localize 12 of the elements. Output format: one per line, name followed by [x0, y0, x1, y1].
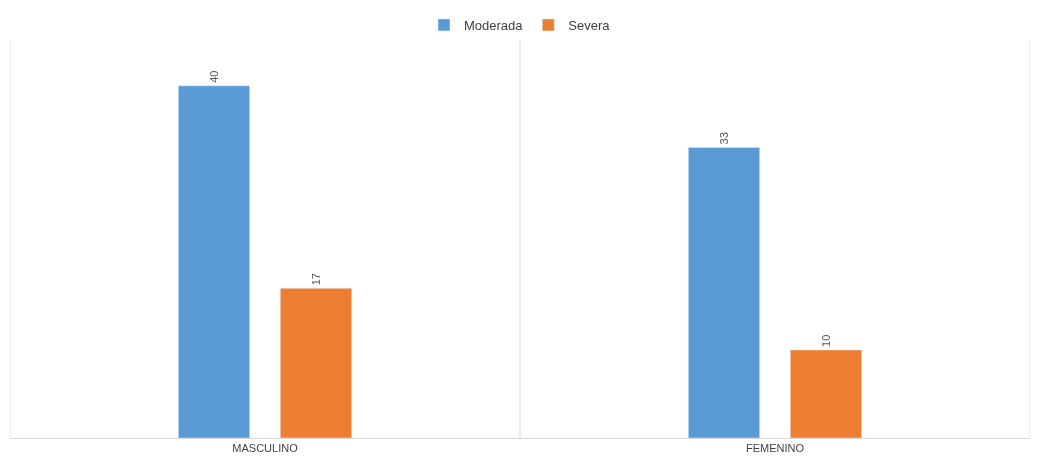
data-label: 17 [310, 273, 322, 286]
legend-label: Moderada [464, 18, 524, 34]
data-label: 40 [208, 70, 220, 83]
bar [280, 288, 352, 438]
bar [790, 349, 862, 438]
legend-label: Severa [568, 18, 611, 34]
x-tick-label: MASCULINO [232, 442, 299, 455]
bar [178, 85, 250, 438]
data-label: 10 [820, 334, 832, 347]
data-label: 33 [718, 132, 730, 145]
bar [688, 147, 760, 438]
x-tick-label: FEMENINO [745, 442, 805, 455]
